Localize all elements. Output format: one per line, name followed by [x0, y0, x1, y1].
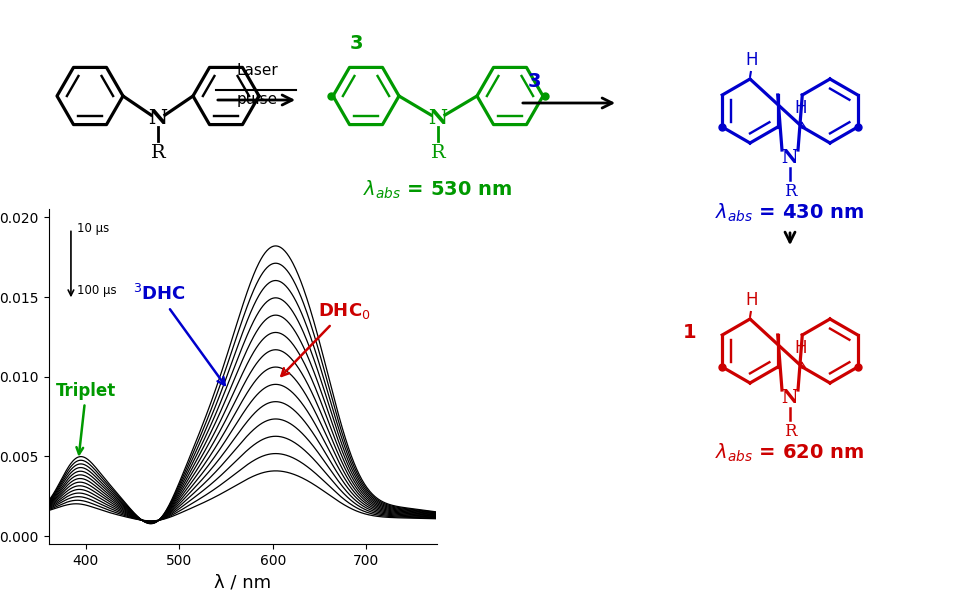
Text: Triplet: Triplet — [56, 382, 116, 454]
Text: H: H — [794, 339, 805, 357]
Text: N: N — [428, 108, 447, 128]
Text: DHC$_0$: DHC$_0$ — [281, 301, 370, 376]
Text: H: H — [745, 291, 758, 309]
Text: 1: 1 — [682, 324, 696, 343]
Text: R: R — [150, 144, 165, 162]
Text: 3: 3 — [349, 34, 362, 53]
X-axis label: λ / nm: λ / nm — [214, 573, 270, 591]
Text: pulse: pulse — [236, 92, 277, 107]
Text: 100 μs: 100 μs — [77, 284, 116, 297]
Text: N: N — [781, 389, 797, 407]
Text: N: N — [781, 149, 797, 167]
Text: R: R — [430, 144, 445, 162]
Text: N: N — [148, 108, 168, 128]
Text: $\lambda_{abs}$ = 620 nm: $\lambda_{abs}$ = 620 nm — [715, 442, 863, 464]
Text: $\lambda_{abs}$ = 530 nm: $\lambda_{abs}$ = 530 nm — [363, 179, 512, 201]
Text: Laser: Laser — [235, 63, 277, 78]
Text: 3: 3 — [527, 72, 541, 91]
Text: H: H — [745, 51, 758, 69]
Text: R: R — [783, 182, 796, 200]
Text: $\lambda_{abs}$ = 430 nm: $\lambda_{abs}$ = 430 nm — [715, 202, 863, 224]
Text: $^3$DHC: $^3$DHC — [133, 284, 225, 385]
Text: 10 μs: 10 μs — [77, 222, 109, 235]
Text: R: R — [783, 423, 796, 440]
Text: H: H — [794, 99, 805, 117]
